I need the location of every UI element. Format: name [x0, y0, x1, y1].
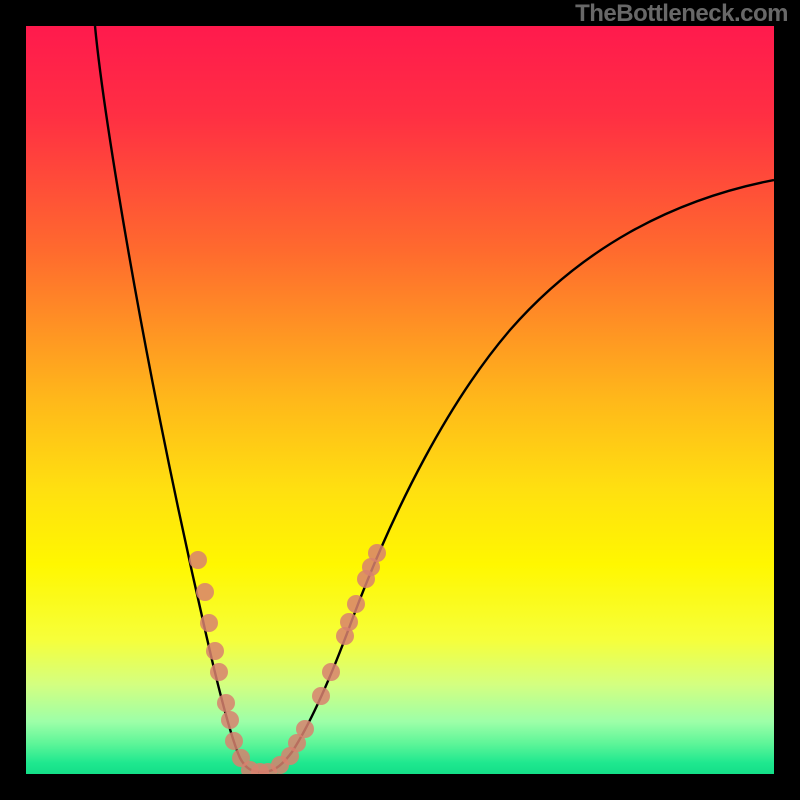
- marker-dot: [210, 663, 228, 681]
- marker-dot: [312, 687, 330, 705]
- marker-dot: [196, 583, 214, 601]
- chart-container: TheBottleneck.com: [0, 0, 800, 800]
- marker-dot: [217, 694, 235, 712]
- marker-dot: [221, 711, 239, 729]
- marker-dot: [189, 551, 207, 569]
- watermark-text: TheBottleneck.com: [575, 0, 788, 27]
- marker-dot: [206, 642, 224, 660]
- marker-dot: [322, 663, 340, 681]
- marker-dot: [200, 614, 218, 632]
- plot-background: [26, 26, 774, 774]
- marker-dot: [225, 732, 243, 750]
- marker-dot: [368, 544, 386, 562]
- marker-dot: [296, 720, 314, 738]
- bottleneck-chart: [0, 0, 800, 800]
- marker-dot: [347, 595, 365, 613]
- watermark: TheBottleneck.com: [575, 0, 788, 28]
- marker-dot: [340, 613, 358, 631]
